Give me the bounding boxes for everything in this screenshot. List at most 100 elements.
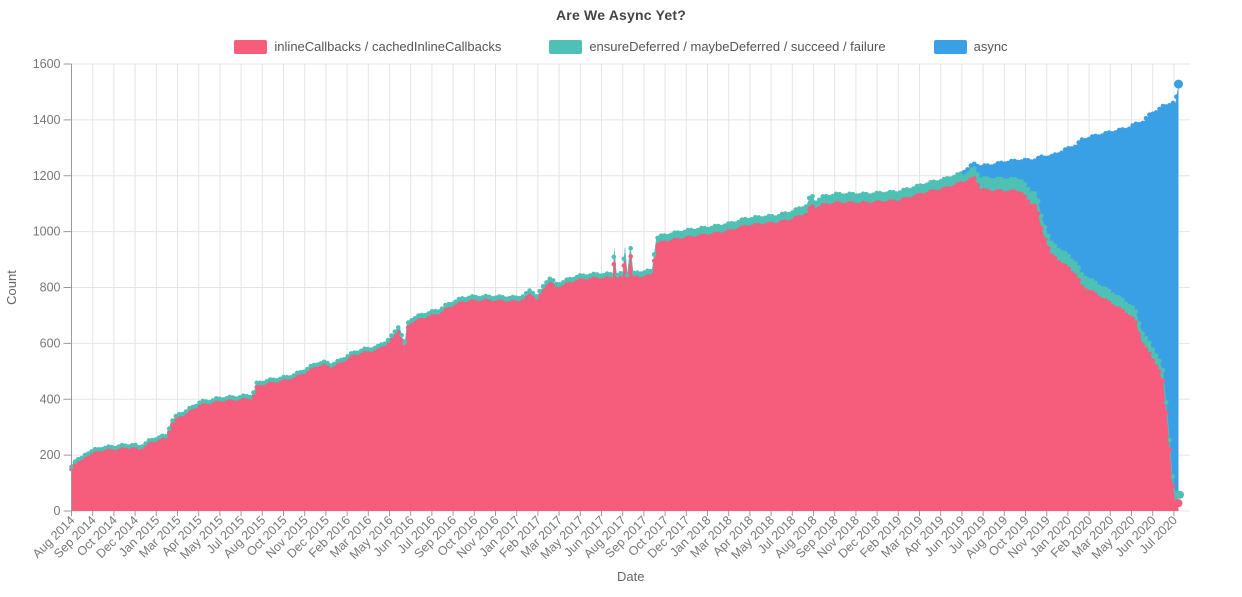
marker-dot (1032, 158, 1038, 163)
marker-dot (1133, 121, 1139, 127)
marker-dot (709, 233, 714, 239)
marker-dot (571, 281, 576, 287)
marker-dot (887, 189, 893, 195)
marker-dot (352, 354, 357, 360)
legend-item-0[interactable]: inlineCallbacks / cachedInlineCallbacks (234, 39, 501, 54)
marker-dot (139, 447, 145, 453)
marker-dot (1123, 312, 1129, 318)
marker-dot (860, 191, 866, 197)
marker-dot (183, 409, 189, 414)
marker-dot (527, 288, 532, 293)
legend: inlineCallbacks / cachedInlineCallbacks e… (0, 39, 1242, 54)
marker-dot (881, 192, 886, 197)
legend-label: async (973, 39, 1008, 54)
marker-dot (214, 400, 219, 405)
marker-dot (301, 373, 307, 379)
marker-dot (247, 394, 253, 400)
marker-dot (453, 304, 458, 310)
marker-dot (129, 442, 135, 448)
marker-dot (446, 301, 452, 307)
marker-dot (294, 370, 300, 376)
marker-dot (342, 361, 347, 366)
marker-dot (406, 320, 411, 325)
marker-dot (897, 199, 903, 205)
marker-dot (847, 201, 852, 206)
marker-dot (968, 163, 974, 168)
marker-dot (945, 186, 950, 191)
marker-dot (1170, 483, 1176, 489)
marker-dot (72, 459, 78, 465)
marker-dot (1160, 103, 1166, 109)
marker-dot (753, 215, 758, 220)
marker-dot (729, 228, 734, 234)
marker-dot (96, 447, 101, 452)
marker-dot (722, 223, 728, 228)
marker-dot (1167, 437, 1172, 443)
marker-dot (608, 277, 613, 282)
marker-dot (1157, 106, 1162, 112)
marker-dot (523, 291, 529, 296)
marker-dot (1093, 292, 1098, 298)
marker-dot (534, 299, 539, 304)
marker-dot (382, 341, 388, 347)
marker-dot (914, 183, 920, 189)
marker-dot (951, 184, 957, 190)
marker-dot (1022, 194, 1028, 200)
marker-dot (382, 345, 388, 351)
marker-dot (1096, 295, 1102, 301)
marker-dot (695, 235, 701, 241)
marker-dot (392, 329, 398, 335)
marker-dot (436, 314, 442, 319)
marker-dot (207, 404, 212, 409)
marker-dot (311, 362, 317, 368)
marker-dot (712, 223, 718, 229)
marker-dot (345, 354, 351, 359)
marker-dot (651, 252, 657, 257)
legend-swatch-icon (933, 39, 967, 54)
marker-dot (992, 163, 997, 168)
marker-dot (214, 396, 219, 401)
marker-dot (833, 201, 839, 206)
marker-dot (1083, 275, 1088, 281)
marker-dot (439, 311, 445, 317)
marker-dot (1059, 150, 1065, 156)
marker-dot (1052, 243, 1058, 249)
marker-dot (914, 193, 920, 198)
marker-dot (938, 179, 943, 184)
marker-dot (554, 281, 559, 287)
plot-area[interactable] (72, 64, 1191, 511)
legend-item-2[interactable]: async (933, 39, 1008, 54)
marker-dot (847, 191, 852, 197)
marker-dot (372, 345, 378, 351)
marker-dot (1025, 186, 1031, 192)
marker-dot (389, 333, 394, 338)
marker-dot (776, 221, 782, 227)
marker-dot (779, 219, 785, 225)
marker-dot (237, 399, 243, 404)
marker-dot (1042, 155, 1048, 161)
marker-dot (998, 189, 1004, 194)
marker-dot (453, 299, 458, 305)
marker-dot (409, 318, 415, 323)
marker-dot (257, 380, 263, 386)
marker-dot (614, 272, 620, 278)
marker-dot (699, 225, 704, 231)
y-tick-label: 1600 (33, 57, 61, 71)
marker-dot (281, 374, 287, 380)
marker-dot (1049, 240, 1054, 246)
marker-dot (766, 221, 772, 227)
marker-dot (790, 218, 795, 224)
legend-label: inlineCallbacks / cachedInlineCallbacks (274, 39, 502, 54)
marker-dot (89, 449, 94, 454)
marker-dot (1164, 410, 1169, 416)
marker-dot (166, 426, 172, 432)
marker-dot (79, 455, 84, 461)
marker-dot (1032, 203, 1038, 209)
marker-dot (1052, 152, 1058, 157)
marker-dot (1170, 474, 1176, 479)
legend-item-1[interactable]: ensureDeferred / maybeDeferred / succeed… (549, 39, 886, 54)
marker-dot (271, 377, 276, 383)
marker-dot (1086, 277, 1092, 283)
marker-dot (362, 346, 367, 352)
